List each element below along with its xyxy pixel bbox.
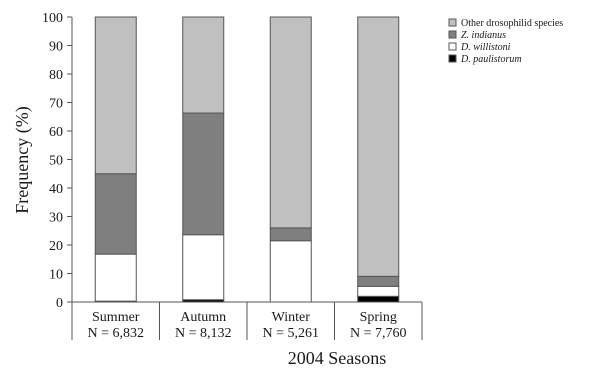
bar-stack-spring (357, 16, 400, 303)
sample-size-label: N = 7,760 (350, 326, 407, 341)
bar-stack-summer (94, 16, 137, 303)
y-tick-label: 100 (42, 11, 63, 26)
y-tick-label: 70 (49, 97, 63, 112)
sample-size-label: N = 8,132 (175, 326, 232, 341)
bar-segment-3 (182, 16, 225, 114)
y-tick-label: 20 (49, 239, 63, 254)
bar-segment-0 (357, 295, 400, 303)
y-tick-label: 0 (56, 296, 63, 311)
y-axis: 0 10 20 30 40 50 60 70 80 90 100 (42, 11, 73, 311)
bar-stack-winter (269, 16, 312, 303)
y-tick-label: 10 (49, 268, 63, 283)
bar-segment-1 (357, 285, 400, 297)
x-category-label: Autumn (180, 310, 226, 325)
legend-label: D. paulistorum (460, 54, 522, 65)
y-tick-label: 60 (49, 125, 63, 140)
legend-swatch (448, 18, 457, 27)
y-tick-label: 40 (49, 182, 63, 197)
legend-swatch (448, 42, 457, 51)
legend-label: Other drosophilid species (461, 18, 563, 29)
x-category-label: Winter (272, 310, 311, 325)
y-tick-label: 30 (49, 211, 63, 226)
bar-segment-1 (182, 234, 225, 301)
legend-item: D. paulistorum (448, 54, 522, 65)
bar-stack-autumn (182, 16, 225, 303)
legend-swatch (448, 30, 457, 39)
y-axis-title: Frequency (%) (12, 106, 33, 213)
bar-segment-2 (357, 275, 400, 287)
bar-segment-2 (94, 173, 137, 255)
y-tick-label: 50 (49, 154, 63, 169)
x-category-label: Spring (360, 310, 397, 325)
bar-segment-2 (182, 112, 225, 236)
bar-segment-3 (94, 16, 137, 175)
legend-item: Z. indianus (448, 30, 506, 41)
legend-label: Z. indianus (461, 30, 506, 41)
legend-swatch (448, 54, 457, 63)
x-axis-title: 2004 Seasons (288, 348, 387, 368)
sample-size-label: N = 6,832 (87, 326, 144, 341)
y-tick-label: 80 (49, 68, 63, 83)
bar-segment-1 (94, 253, 137, 302)
bar-segment-2 (269, 227, 312, 242)
bar-segment-1 (269, 240, 312, 303)
legend-label: D. willistoni (460, 42, 511, 53)
x-category-label: Summer (92, 310, 140, 325)
bar-segment-3 (269, 16, 312, 229)
y-tick-label: 90 (49, 40, 63, 55)
legend-item: Other drosophilid species (448, 18, 563, 29)
bars (94, 16, 400, 303)
sample-size-label: N = 5,261 (262, 326, 319, 341)
bar-segment-3 (357, 16, 400, 277)
legend-item: D. willistoni (448, 42, 511, 53)
